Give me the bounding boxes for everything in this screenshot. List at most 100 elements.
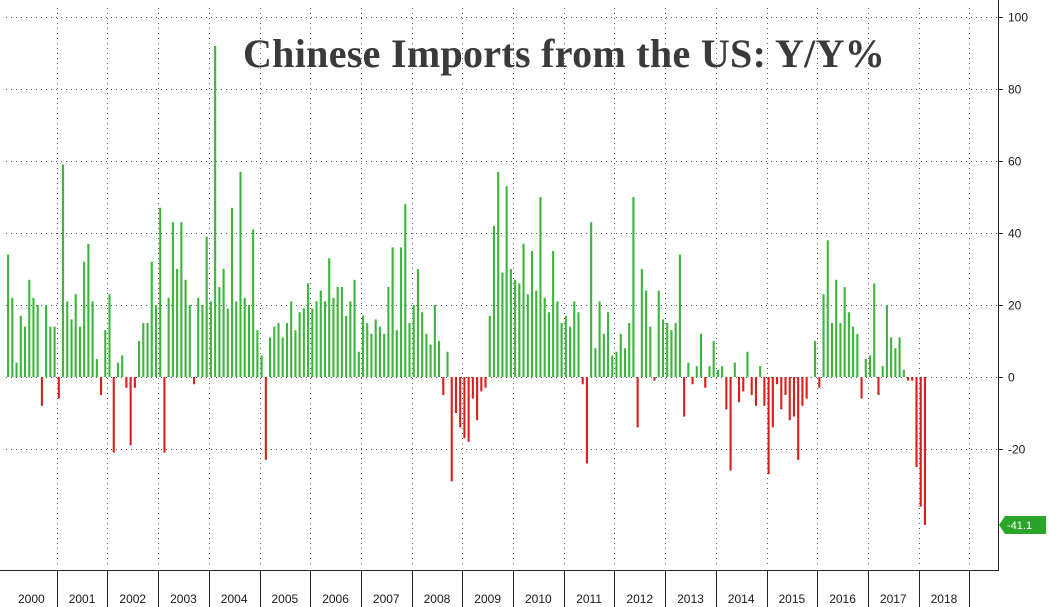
bar [243, 297, 246, 377]
bar [801, 377, 804, 406]
bar [767, 377, 770, 475]
bar [826, 240, 829, 377]
bar [463, 377, 466, 439]
bar [653, 377, 656, 381]
bar [573, 301, 576, 377]
bar [412, 305, 415, 377]
bar [201, 305, 204, 377]
bar [607, 312, 610, 377]
bar [383, 333, 386, 377]
bar [877, 377, 880, 395]
x-tick-label: 2008 [424, 592, 451, 606]
x-tick-label: 2018 [931, 592, 958, 606]
bar [619, 333, 622, 377]
bar [581, 377, 584, 385]
bar [180, 222, 183, 377]
bar [480, 377, 483, 392]
bar [433, 305, 436, 377]
bar [163, 377, 166, 453]
bar [32, 297, 35, 377]
chart-title: Chinese Imports from the US: Y/Y% [243, 31, 886, 76]
x-tick-label: 2016 [829, 592, 856, 606]
bar [425, 333, 428, 377]
bar [518, 283, 521, 377]
bar [40, 377, 43, 406]
y-tick-label: 40 [1008, 227, 1022, 241]
bar [125, 377, 128, 388]
bar [522, 243, 525, 377]
bar [615, 351, 618, 377]
bar [737, 377, 741, 403]
bar [256, 330, 259, 377]
bar [911, 377, 914, 381]
bar [725, 377, 728, 410]
bar [712, 341, 715, 377]
bar [357, 351, 360, 377]
bar [852, 326, 855, 377]
bar [197, 297, 200, 377]
bar [661, 319, 665, 377]
bar [797, 377, 800, 460]
bar [36, 305, 39, 377]
bar [340, 287, 343, 377]
bar [78, 326, 81, 377]
bar [159, 207, 162, 377]
bar [416, 269, 419, 377]
bar [129, 377, 132, 446]
bar [843, 287, 846, 377]
bar [547, 312, 550, 377]
bar [230, 207, 234, 377]
bar [543, 297, 546, 377]
bar [670, 330, 673, 377]
bar [814, 341, 817, 377]
bar [742, 377, 745, 392]
x-tick-label: 2009 [474, 592, 501, 606]
x-tick-label: 2003 [170, 592, 197, 606]
bar [885, 305, 888, 377]
x-tick-label: 2001 [69, 592, 96, 606]
bar [568, 326, 572, 377]
bar [302, 308, 305, 377]
bar [602, 333, 605, 377]
bar [361, 315, 365, 377]
bar [269, 337, 272, 377]
bar [214, 45, 217, 378]
bar [336, 287, 339, 377]
x-tick-label: 2006 [322, 592, 349, 606]
bar [526, 294, 529, 377]
bar [408, 323, 411, 377]
bar [721, 366, 724, 377]
bar [577, 312, 580, 377]
bar [585, 377, 588, 464]
x-tick-label: 2013 [677, 592, 704, 606]
bar [260, 355, 263, 377]
bar [657, 290, 660, 377]
bars [7, 45, 926, 525]
bar [108, 294, 111, 377]
bar [450, 377, 453, 482]
bar [674, 323, 677, 377]
bar [459, 377, 462, 428]
bar [873, 283, 876, 377]
bar [729, 377, 732, 471]
bar [552, 251, 555, 377]
bar [345, 315, 348, 377]
bar [209, 301, 212, 377]
bar [830, 323, 834, 377]
y-tick-label: 100 [1008, 11, 1028, 25]
bar [150, 261, 153, 377]
bar [53, 326, 56, 377]
bar [87, 243, 90, 377]
bar [328, 258, 331, 377]
bar [83, 261, 86, 377]
bar [49, 326, 52, 377]
bar [61, 164, 65, 377]
bar [307, 283, 310, 377]
bar [678, 254, 681, 377]
bar [476, 377, 479, 421]
bar [771, 377, 774, 428]
x-tick-label: 2014 [728, 592, 755, 606]
bar [154, 305, 158, 377]
bar [864, 359, 867, 377]
